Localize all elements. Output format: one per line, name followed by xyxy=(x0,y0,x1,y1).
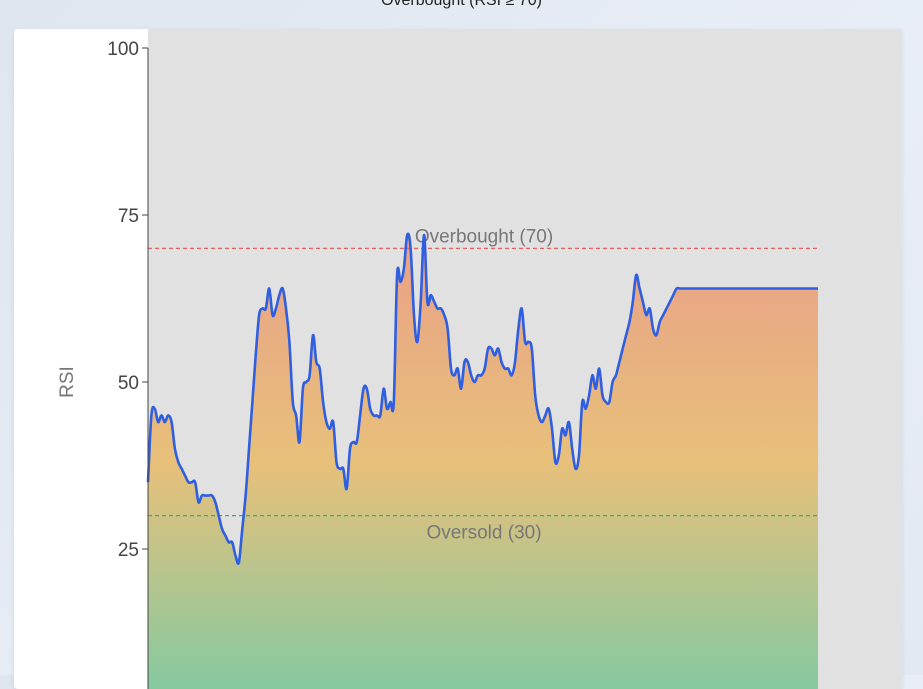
chart-card: Overbought (70) Oversold (30) 25 50 75 100 R… xyxy=(14,29,902,689)
rsi-area-fill xyxy=(148,233,818,689)
y-tick-label: 75 xyxy=(118,206,139,227)
rsi-line xyxy=(146,232,818,565)
overbought-label: Overbought (70) xyxy=(415,226,553,247)
y-axis-label: RSI xyxy=(57,366,78,398)
rsi-chart: Overbought (70) Oversold (30) 25 50 75 100 R… xyxy=(57,29,902,689)
y-tick-label: 25 xyxy=(118,540,139,561)
oversold-label: Oversold (30) xyxy=(426,523,541,544)
y-tick-label: 100 xyxy=(107,39,139,60)
top-caption: Overbought (RSI ≥ 70) xyxy=(381,0,542,9)
y-tick-label: 50 xyxy=(118,373,139,394)
